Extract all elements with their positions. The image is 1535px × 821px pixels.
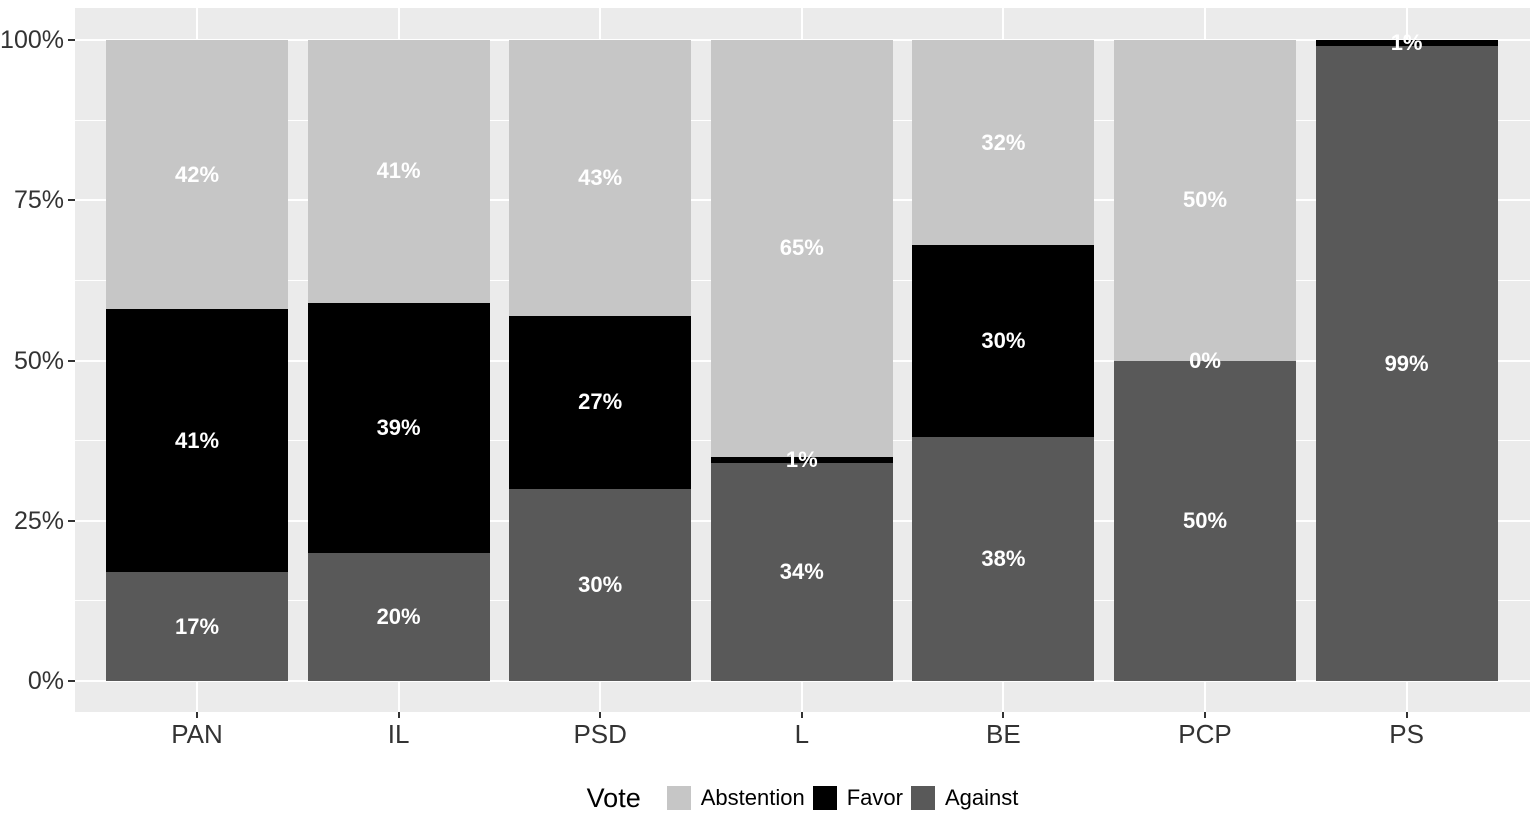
x-tick-mark [800,712,803,718]
segment-abstention [509,40,692,316]
segment-against [1114,360,1296,681]
bar-label-abstention: 50% [1182,187,1228,213]
bar-label-against: 99% [1384,350,1429,376]
segment-against [912,437,1095,681]
legend-label-against: Against [944,785,1019,810]
y-tick-label: 75% [13,186,64,215]
x-tick-mark [1405,712,1408,718]
x-tick-label-IL: IL [387,719,410,749]
bar-label-against: 17% [174,613,220,639]
y-tick-mark [68,680,75,682]
bar-label-abstention: 65% [779,235,824,261]
x-tick-label-PSD: PSD [573,719,627,749]
x-tick-mark [599,712,602,718]
bar-BE: 38% 30% 32% [912,40,1095,681]
bar-PS: 99% 1% [1315,32,1498,681]
bar-label-favor: 1% [785,446,818,472]
segment-abstention [106,40,288,310]
legend-item-favor: Favor [812,785,903,811]
bar-label-favor: 27% [578,389,623,415]
y-tick-mark [68,519,75,522]
y-tick-label: 50% [13,346,64,375]
legend-item-against: Against [910,785,1019,811]
segment-abstention [1114,40,1296,361]
bar-label-against: 30% [578,571,623,597]
bar-label-against: 50% [1182,507,1228,533]
legend-items: Abstention Favor Against [659,785,1019,811]
segment-against [710,463,893,681]
legend-title: Vote [586,782,641,813]
bar-label-against: 20% [376,603,421,629]
segment-against [509,488,692,681]
legend-label-abstention: Abstention [700,785,805,810]
segment-against [106,572,288,681]
legend-swatch-against [910,786,935,810]
x-tick-mark [196,712,198,718]
bar-label-favor: 41% [174,427,220,453]
x-tick-label-PAN: PAN [171,719,223,749]
segment-favor [106,309,288,573]
segment-favor [710,456,893,464]
segment-abstention [307,40,490,303]
x-tick-label-PCP: PCP [1178,719,1232,749]
bar-L: 34% 1% 65% [710,40,893,681]
segment-against [1315,46,1498,681]
segment-abstention [912,40,1095,246]
y-tick-mark [68,199,75,202]
x-tick-mark [397,712,400,718]
legend-swatch-abstention [666,786,691,810]
y-tick-label: 25% [13,506,64,535]
bar-PAN: 17% 41% 42% [106,40,288,681]
segment-favor [509,315,692,489]
bar-label-favor: 30% [981,328,1026,354]
bar-label-favor: 39% [376,414,421,440]
y-tick-mark [68,359,75,362]
segment-favor [1315,40,1498,47]
bar-label-favor: 0% [1189,347,1221,373]
x-tick-mark [1002,712,1005,718]
bar-PCP: 50% 0% 50% [1114,40,1296,681]
x-tick-label-PS: PS [1389,719,1424,749]
y-tick-label: 0% [27,667,64,695]
y-tick-label: 100% [0,26,64,54]
bar-label-abstention: 42% [174,161,220,187]
bar-label-abstention: 41% [376,158,421,184]
bar-label-abstention: 43% [578,164,623,190]
segment-against [307,552,490,681]
x-tick-label-BE: BE [986,719,1021,749]
bar-label-abstention: 32% [981,129,1026,155]
bar-label-against: 38% [981,546,1026,572]
legend-label-favor: Favor [846,785,903,810]
y-tick-mark [68,39,75,41]
plot-panel: 17% 41% 42% 20% 39% 41% 30% 27% 43% 34% 1% 65% 38% 30… [75,8,1530,712]
segment-favor [912,245,1095,438]
bar-PSD: 30% 27% 43% [509,40,692,681]
segment-favor [307,302,490,553]
legend: Vote Abstention Favor Against [75,776,1530,820]
bar-label-against: 34% [779,559,824,585]
legend-swatch-favor [812,786,837,810]
x-tick-label-L: L [794,719,810,749]
legend-item-abstention: Abstention [666,785,805,811]
bar-IL: 20% 39% 41% [307,40,490,681]
segment-abstention [710,40,893,457]
bar-label-favor: 1% [1390,30,1423,56]
x-tick-mark [1204,712,1206,718]
